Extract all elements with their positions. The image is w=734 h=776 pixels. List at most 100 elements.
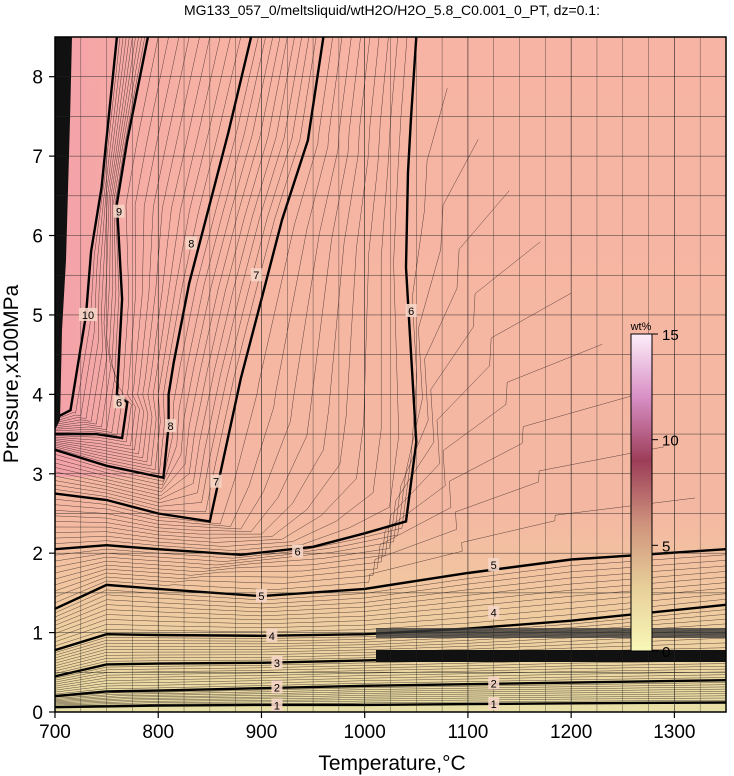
contour-line-fine: [55, 37, 169, 447]
contour-label-bg: [488, 697, 500, 711]
contour-line-8: [55, 37, 253, 480]
contour-label: 8: [188, 238, 194, 250]
colorbar-gradient: [630, 333, 653, 652]
contour-line-fine: [55, 37, 133, 427]
contour-label-bg: [271, 680, 283, 694]
contour-line-fine: [55, 686, 726, 700]
contour-line-fine: [55, 37, 121, 421]
contour-label: 6: [295, 547, 301, 559]
chart-title: MG133_057_0/meltsliquid/wtH2O/H2O_5.8_C0…: [184, 2, 600, 18]
plot-area: 1 1 2 2 3 4 4 5 5 6 6 7 7 8 8 9 6 10: [55, 37, 726, 712]
contour-label-bg: [266, 628, 278, 642]
colorbar-tick-label: 5: [662, 538, 670, 555]
contour-label-bg: [488, 558, 500, 572]
contour-line-fine: [55, 190, 510, 568]
x-tick-label: 900: [246, 722, 278, 743]
y-tick-label: 8: [32, 68, 43, 89]
contour-line-fine: [55, 88, 448, 559]
contour-label-bg: [113, 395, 125, 409]
colorbar-tick-label: 0: [662, 644, 670, 661]
contour-label: 8: [168, 421, 174, 433]
contour-line-fine: [55, 695, 726, 705]
y-tick-label: 6: [32, 227, 43, 248]
contour-line-fine: [55, 697, 726, 706]
contour-line-fine: [55, 37, 259, 482]
x-tick-label: 1000: [344, 722, 386, 743]
colorbar-tick-label: 10: [662, 433, 679, 450]
contour-label-bg: [488, 676, 500, 690]
contour-line-fine: [55, 37, 130, 425]
contour-label-bg: [292, 544, 304, 558]
contour-line-fine: [55, 37, 302, 504]
contour-line-fine: [55, 37, 274, 489]
contour-line-fine: [55, 395, 634, 592]
colorbar-tick-label: 15: [662, 327, 679, 344]
dark-band-lower: [376, 650, 726, 662]
contour-label: 4: [269, 631, 275, 643]
x-tick-label: 800: [142, 722, 174, 743]
y-tick-label: 7: [32, 147, 43, 168]
contour-label: 6: [116, 397, 122, 409]
colorbar-ticks: 0 5 10 15: [652, 327, 679, 661]
contour-line-10: [55, 37, 119, 420]
x-axis: 700 800 900 1000 1100 1200 1300: [39, 712, 696, 743]
contour-label: 2: [274, 682, 280, 694]
x-tick-label: 1100: [447, 722, 488, 743]
contour-label: 5: [258, 591, 264, 603]
contour-label-bg: [165, 419, 177, 433]
contour-line-fine: [55, 37, 221, 467]
plot-background-left-tint: [55, 37, 285, 477]
contour-label-bg: [405, 303, 417, 317]
dense-contour-band: [55, 37, 72, 430]
contour-line-fine: [55, 37, 310, 507]
contour-line-fine: [55, 37, 295, 500]
contour-line-fine: [55, 699, 726, 707]
contour-label-bg: [113, 204, 125, 218]
y-tick-label: 1: [32, 624, 43, 645]
x-tick-label: 1300: [653, 722, 695, 743]
contour-label-bg: [210, 474, 222, 488]
contour-line-fine: [55, 37, 142, 433]
contour-label-bg: [271, 698, 283, 712]
contour-label-bg: [255, 589, 267, 603]
y-tick-label: 5: [32, 306, 43, 327]
contour-line-fine: [55, 37, 266, 486]
contour-line-fine: [55, 684, 726, 699]
contour-line-fine: [55, 37, 190, 455]
y-axis: 0 1 2 3 4 5 6 7 8: [32, 68, 55, 724]
contour-line-fine: [55, 139, 479, 562]
y-axis-title: Pressure,x100MPa: [0, 284, 23, 463]
contour-label: 4: [491, 608, 497, 620]
contour-label: 7: [253, 270, 259, 282]
colorbar: wt% 0 5 10 15: [630, 321, 679, 661]
contour-label: 6: [408, 306, 414, 318]
contour-line-fine: [55, 446, 665, 598]
contour-line-fine: [55, 37, 180, 451]
contour-label-bg: [271, 655, 283, 669]
contour-line-fine: [55, 37, 231, 471]
y-tick-label: 3: [32, 465, 43, 486]
dark-band-upper: [376, 628, 726, 638]
contour-line-fine: [55, 37, 211, 463]
contour-label: 9: [116, 207, 122, 219]
y-tick-label: 0: [32, 703, 43, 724]
contour-label-bg: [79, 307, 98, 321]
contour-label-bg: [488, 605, 500, 619]
contour-line-fine: [55, 37, 288, 496]
x-tick-label: 1200: [550, 722, 592, 743]
contour-line-fine: [55, 37, 281, 493]
contour-label-bg: [185, 236, 197, 250]
contour-line-fine: [55, 682, 726, 698]
contour-line-fine: [55, 37, 139, 430]
contour-labels: 1 1 2 2 3 4 4 5 5 6 6 7 7 8 8 9 6 10: [79, 204, 500, 712]
x-tick-label: 700: [39, 722, 71, 743]
y-tick-label: 2: [32, 544, 43, 565]
x-axis-title: Temperature,°C: [318, 752, 465, 775]
contour-line-fine: [55, 241, 541, 574]
contour-line-fine: [55, 693, 726, 704]
contour-line-fine: [55, 344, 603, 586]
contour-label: 1: [491, 699, 497, 711]
contour-label: 3: [274, 658, 280, 670]
y-tick-label: 4: [32, 385, 43, 406]
